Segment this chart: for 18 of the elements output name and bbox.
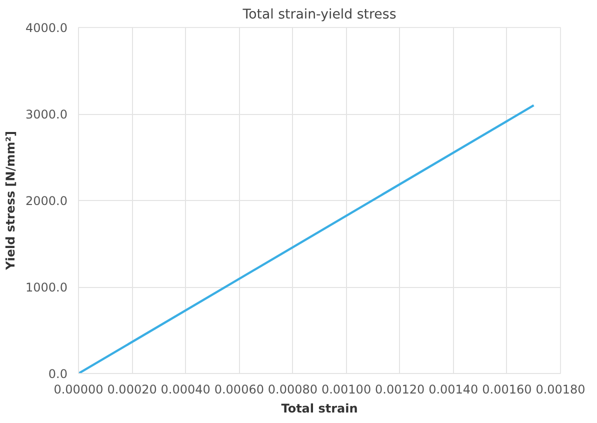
x-tick-label: 0.00040 — [160, 382, 210, 396]
x-tick-label: 0.00120 — [375, 382, 425, 396]
x-tick-label: 0.00060 — [214, 382, 264, 396]
x-tick-label: 0.00140 — [428, 382, 478, 396]
x-tick-label: 0.00000 — [54, 382, 104, 396]
y-tick-label: 4000.0 — [26, 21, 68, 35]
x-tick-label: 0.00020 — [107, 382, 157, 396]
y-tick-label: 1000.0 — [26, 280, 68, 294]
x-tick-label: 0.00160 — [482, 382, 532, 396]
y-tick-label: 2000.0 — [26, 194, 68, 208]
y-axis-title: Yield stress [N/mm²] — [4, 131, 18, 271]
x-tick-label: 0.00080 — [268, 382, 318, 396]
x-axis-title: Total strain — [281, 402, 358, 416]
chart-title: Total strain-yield stress — [242, 8, 396, 22]
x-tick-label: 0.00100 — [321, 382, 372, 396]
y-tick-label: 3000.0 — [26, 108, 68, 122]
x-tick-label: 0.00180 — [536, 382, 586, 396]
y-tick-label: 0.0 — [48, 367, 68, 381]
